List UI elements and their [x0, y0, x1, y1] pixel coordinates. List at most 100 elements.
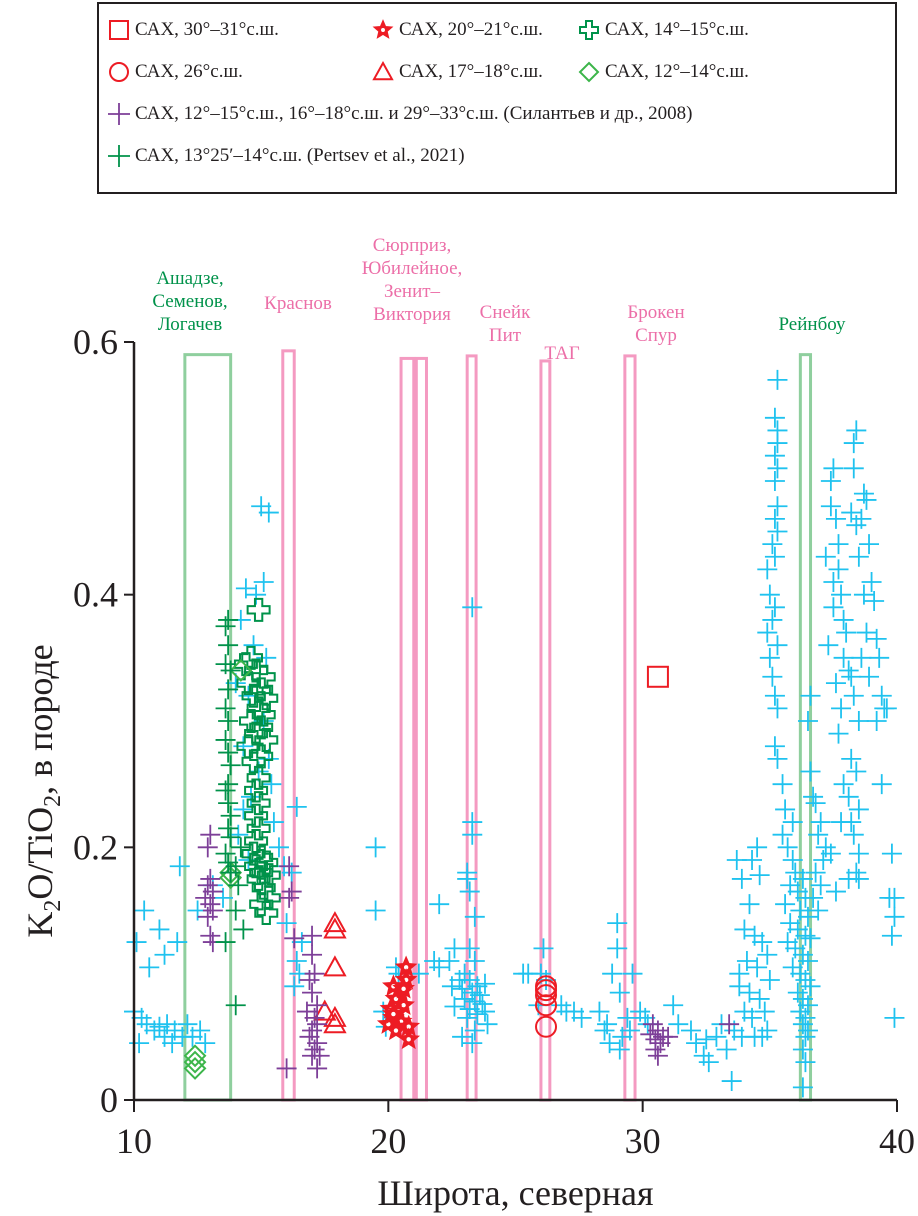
data-point: [244, 829, 269, 854]
data-point: [866, 628, 887, 649]
data-point: [820, 470, 841, 491]
data-point: [864, 590, 885, 611]
data-point: [571, 1007, 592, 1028]
data-point: [871, 685, 892, 706]
data-point: [474, 973, 495, 994]
label-part: , в породе: [20, 644, 60, 795]
data-point: [696, 1029, 717, 1050]
data-point: [841, 748, 862, 769]
data-point: [792, 1077, 813, 1098]
data-point: [144, 1020, 165, 1041]
data-point: [823, 458, 844, 479]
data-point: [599, 1033, 620, 1054]
data-point: [764, 597, 785, 618]
data-point: [843, 685, 864, 706]
data-point: [759, 969, 780, 990]
field-label: Юбилейное,: [362, 258, 463, 279]
data-point: [134, 900, 155, 921]
data-point: [831, 698, 852, 719]
data-point: [772, 774, 793, 795]
field-rect: [183, 353, 233, 1102]
data-point: [254, 727, 279, 752]
data-point: [767, 521, 788, 542]
data-point: [762, 534, 783, 555]
data-point: [869, 647, 890, 668]
x-axis-title: Широта, северная: [377, 1173, 653, 1213]
data-point: [668, 1014, 689, 1035]
data-point: [441, 976, 462, 997]
data-point: [323, 911, 347, 933]
data-point: [218, 852, 239, 873]
data-point: [462, 597, 483, 618]
data-point: [747, 957, 768, 978]
data-point: [759, 584, 780, 605]
data-point: [464, 991, 485, 1012]
data-point: [261, 774, 282, 795]
legend-label: САХ, 30°–31°с.ш.: [135, 19, 279, 40]
data-point: [241, 683, 266, 708]
data-point: [818, 635, 839, 656]
data-point: [764, 407, 785, 428]
data-point: [823, 572, 844, 593]
data-point: [365, 837, 386, 858]
data-point: [218, 742, 239, 763]
data-point: [797, 906, 818, 927]
legend-label: САХ, 12°–14°с.ш.: [605, 61, 749, 82]
data-point: [238, 709, 263, 733]
data-point: [229, 659, 253, 682]
field-label: Логачев: [158, 314, 222, 335]
data-point: [444, 938, 465, 959]
data-point: [764, 546, 785, 567]
data-point: [884, 1007, 905, 1028]
field-label: ТАГ: [544, 343, 579, 364]
data-point: [213, 887, 234, 908]
data-point: [797, 951, 818, 972]
data-point: [767, 635, 788, 656]
data-point: [800, 761, 821, 782]
data-point: [190, 1020, 211, 1041]
data-point: [607, 938, 628, 959]
data-point: [233, 799, 254, 820]
data-point: [291, 932, 312, 953]
data-point: [836, 622, 857, 643]
legend-item: САХ, 26°с.ш.: [107, 60, 243, 84]
legend-item: САХ, 14°–15°с.ш.: [577, 18, 749, 42]
data-point: [220, 755, 241, 776]
data-point: [323, 1012, 347, 1034]
data-point: [866, 711, 887, 731]
data-point: [177, 1014, 198, 1035]
data-point: [429, 957, 450, 978]
data-point: [757, 622, 778, 643]
data-point: [220, 660, 241, 681]
legend-item: САХ, 12°–15°с.ш., 16°–18°с.ш. и 29°–33°с…: [107, 102, 692, 126]
data-point: [731, 868, 752, 889]
data-point: [859, 666, 880, 687]
data-point: [254, 901, 279, 926]
legend: САХ, 30°–31°с.ш. САХ, 20°–21°с.ш. САХ, 14°…: [97, 2, 897, 194]
data-point: [797, 711, 818, 731]
data-point: [215, 843, 236, 864]
data-point: [881, 925, 902, 946]
data-point: [313, 999, 337, 1021]
legend-label: САХ, 13°25′–14°с.ш. (Pertsev et al., 202…: [135, 145, 465, 166]
data-point: [307, 995, 328, 1016]
data-point: [246, 866, 271, 891]
data-point: [825, 508, 846, 529]
data-point: [307, 1058, 328, 1079]
data-points-layer: [124, 369, 905, 1098]
data-point: [129, 1033, 150, 1054]
data-point: [808, 900, 829, 921]
star-marker-icon: [372, 19, 394, 39]
data-point: [284, 976, 305, 997]
data-point: [454, 988, 475, 1009]
data-point: [169, 856, 190, 877]
data-point: [721, 1071, 742, 1092]
data-point: [757, 559, 778, 580]
data-point: [225, 995, 246, 1016]
data-point: [197, 837, 218, 858]
data-point: [246, 584, 267, 605]
legend-item: САХ, 13°25′–14°с.ш. (Pertsev et al., 202…: [107, 144, 465, 168]
data-point: [197, 906, 218, 927]
subscript: 2: [40, 795, 66, 807]
